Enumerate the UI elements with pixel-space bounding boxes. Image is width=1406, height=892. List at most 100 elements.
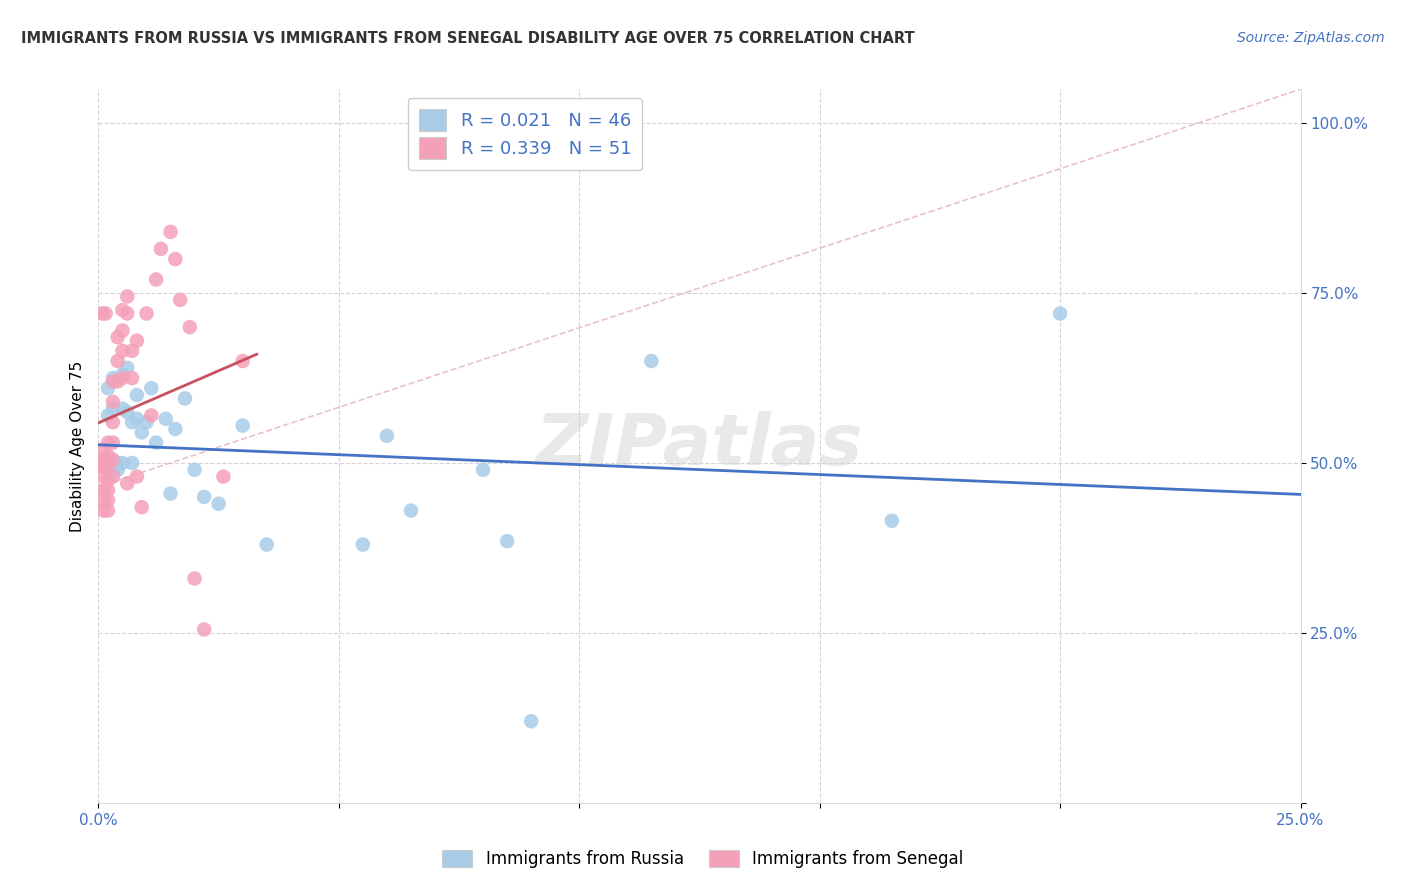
Point xyxy=(101,394,124,409)
Point xyxy=(145,435,167,450)
Point xyxy=(399,503,422,517)
Point xyxy=(94,306,117,320)
Point xyxy=(91,483,114,498)
Point xyxy=(131,500,153,515)
Point xyxy=(375,429,398,443)
Point xyxy=(90,456,112,470)
Point xyxy=(97,449,120,463)
Point xyxy=(125,469,148,483)
Point xyxy=(121,456,143,470)
Point xyxy=(193,623,215,637)
Text: IMMIGRANTS FROM RUSSIA VS IMMIGRANTS FROM SENEGAL DISABILITY AGE OVER 75 CORRELA: IMMIGRANTS FROM RUSSIA VS IMMIGRANTS FRO… xyxy=(21,31,915,46)
Point xyxy=(94,456,117,470)
Point xyxy=(212,469,235,483)
Point xyxy=(111,343,134,358)
Point xyxy=(121,371,143,385)
Point xyxy=(89,456,111,470)
Point xyxy=(125,412,148,426)
Point xyxy=(101,371,124,385)
Point xyxy=(640,354,662,368)
Point xyxy=(496,534,519,549)
Point xyxy=(125,388,148,402)
Point xyxy=(117,289,139,303)
Point xyxy=(520,714,543,729)
Point xyxy=(93,456,115,470)
Point xyxy=(208,497,231,511)
Point xyxy=(193,490,215,504)
Point xyxy=(91,459,114,474)
Point xyxy=(97,493,120,508)
Point xyxy=(101,401,124,416)
Point xyxy=(141,381,163,395)
Point xyxy=(165,252,187,266)
Point xyxy=(121,415,143,429)
Point xyxy=(111,371,134,385)
Legend: R = 0.021   N = 46, R = 0.339   N = 51: R = 0.021 N = 46, R = 0.339 N = 51 xyxy=(408,98,643,170)
Point xyxy=(232,354,254,368)
Point xyxy=(117,360,139,375)
Point xyxy=(107,375,129,389)
Point xyxy=(472,463,495,477)
Point xyxy=(107,354,129,368)
Point xyxy=(101,463,124,477)
Point xyxy=(135,306,157,320)
Text: ZIPatlas: ZIPatlas xyxy=(536,411,863,481)
Point xyxy=(111,401,134,416)
Point xyxy=(117,476,139,491)
Point xyxy=(135,415,157,429)
Point xyxy=(169,293,191,307)
Point xyxy=(111,368,134,382)
Point xyxy=(91,503,114,517)
Point xyxy=(91,306,114,320)
Point xyxy=(256,537,278,551)
Point xyxy=(159,486,181,500)
Point xyxy=(1049,306,1071,320)
Point xyxy=(107,463,129,477)
Point xyxy=(101,435,124,450)
Point xyxy=(183,572,205,586)
Point xyxy=(101,456,124,470)
Text: Source: ZipAtlas.com: Source: ZipAtlas.com xyxy=(1237,31,1385,45)
Point xyxy=(232,418,254,433)
Point xyxy=(179,320,201,334)
Point xyxy=(117,306,139,320)
Point xyxy=(96,456,118,470)
Point xyxy=(101,469,124,483)
Point xyxy=(91,442,114,457)
Point xyxy=(97,503,120,517)
Point xyxy=(91,459,114,474)
Point xyxy=(149,242,172,256)
Point xyxy=(159,225,181,239)
Point xyxy=(91,493,114,508)
Point xyxy=(101,375,124,389)
Point xyxy=(97,409,120,423)
Point xyxy=(91,469,114,483)
Point xyxy=(107,330,129,344)
Point xyxy=(101,415,124,429)
Point xyxy=(155,412,177,426)
Point xyxy=(97,473,120,487)
Point xyxy=(131,425,153,440)
Point xyxy=(91,456,114,470)
Point xyxy=(97,435,120,450)
Legend: Immigrants from Russia, Immigrants from Senegal: Immigrants from Russia, Immigrants from … xyxy=(436,843,970,875)
Point xyxy=(111,323,134,337)
Point xyxy=(183,463,205,477)
Point xyxy=(97,483,120,498)
Point xyxy=(880,514,903,528)
Point xyxy=(97,456,120,470)
Point xyxy=(125,334,148,348)
Point xyxy=(97,381,120,395)
Y-axis label: Disability Age Over 75: Disability Age Over 75 xyxy=(69,360,84,532)
Point xyxy=(121,343,143,358)
Point xyxy=(165,422,187,436)
Point xyxy=(117,405,139,419)
Point xyxy=(91,452,114,467)
Point xyxy=(97,459,120,474)
Point xyxy=(107,456,129,470)
Point xyxy=(101,452,124,467)
Point xyxy=(141,409,163,423)
Point xyxy=(111,456,134,470)
Point xyxy=(174,392,197,406)
Point xyxy=(145,272,167,286)
